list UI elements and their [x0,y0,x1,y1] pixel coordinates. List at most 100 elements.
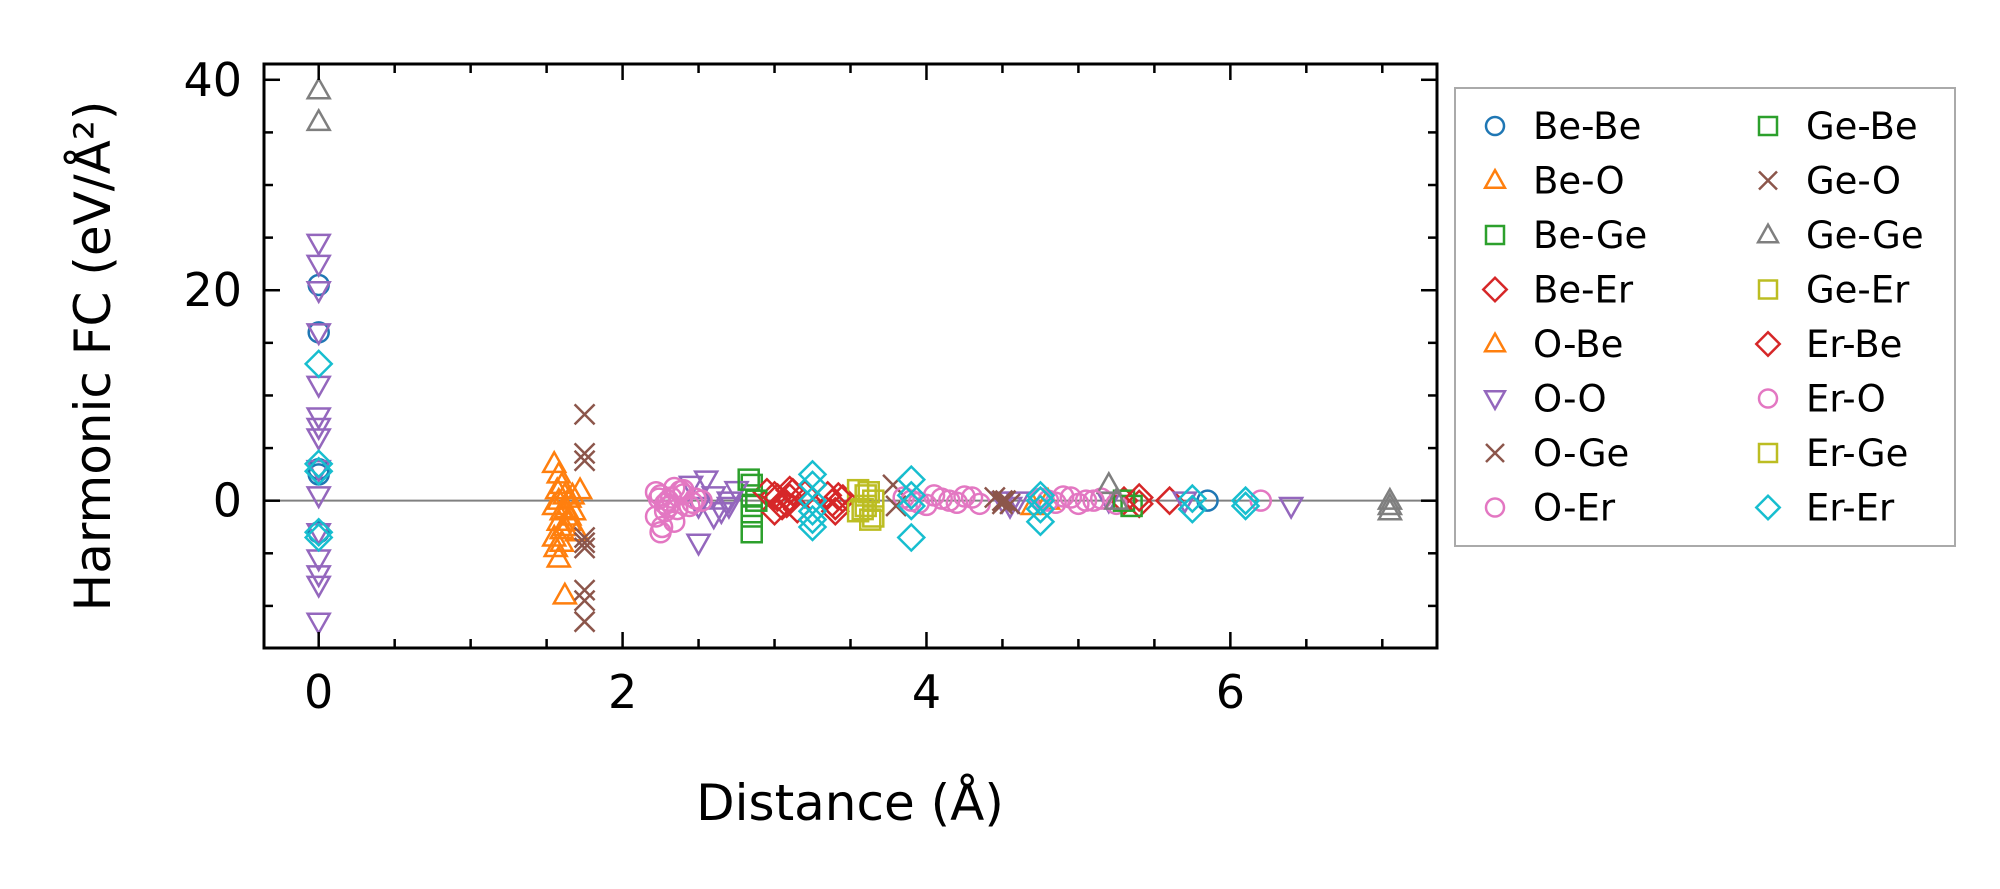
point-o-o [305,486,332,510]
point-be-be [307,273,330,297]
point-er-o [1067,492,1090,516]
legend-label: Be-Be [1533,105,1641,148]
point-ge-ge [1376,491,1404,516]
legend-entry-o-er: O-Er [1484,487,1616,530]
point-ge-ge [305,107,332,132]
point-be-ge [740,521,763,544]
point-o-be [556,484,583,508]
legend-marker [1757,279,1779,300]
point-er-be [762,482,793,513]
point-o-be [542,533,569,558]
point-o-o [305,280,332,305]
legend-marker [1485,443,1505,463]
point-er-er [1025,494,1056,524]
point-er-er [896,491,927,521]
series-er-er [303,349,1261,553]
point-be-ge [740,505,763,528]
legend-entry-be-be: Be-Be [1484,105,1641,148]
point-er-be [823,481,854,512]
series-ge-ge [305,76,1404,521]
point-er-er [303,449,334,479]
point-er-er [1025,485,1056,516]
point-er-er [896,480,927,511]
point-ge-ge [305,76,332,100]
point-ge-be [1112,489,1136,512]
point-er-er [1230,491,1261,521]
point-er-er [303,517,334,548]
point-er-er [896,522,927,553]
legend-marker [1484,224,1506,246]
legend-label: Ge-Ge [1806,214,1924,257]
legend-label: O-O [1533,378,1607,421]
x-tick-label: 6 [1216,665,1245,719]
legend-label: Ge-O [1806,160,1901,203]
point-er-er [1025,506,1056,537]
x-tick-label: 4 [912,665,941,719]
point-ge-o [994,489,1017,512]
point-o-o [677,475,705,499]
point-o-o [693,470,720,494]
legend-entry-o-be: O-Be [1482,323,1623,366]
point-o-o [305,375,332,399]
legend-marker [1484,115,1506,137]
point-o-ge [573,449,596,472]
point-er-ge [859,508,882,531]
legend-frame [1454,87,1956,547]
legend-label: O-Er [1533,487,1616,530]
legend: Be-Be Be-O Be-Ge Be-Er O-Be O-O O-Ge O-Er Ge-Be G… [1454,87,1956,547]
tick-labels: 0 2 4 6 0 20 40 [183,53,1245,719]
point-o-ge [573,579,596,602]
legend-label: Ge-Er [1806,269,1910,312]
legend-marker [1754,330,1782,358]
point-o-o [305,428,332,452]
point-o-o [305,254,332,278]
legend-entry-er-be: Er-Be [1754,323,1902,366]
point-o-o [305,612,332,636]
point-er-er [303,456,334,486]
points-layer [303,76,1404,636]
ticks-layer [264,64,1437,648]
point-er-o [945,491,969,515]
legend-entry-be-o: Be-O [1482,160,1625,203]
point-o-ge [573,531,596,554]
point-ge-ge [1376,486,1404,510]
x-tick-label: 0 [304,665,333,719]
x-tick-label: 2 [608,665,637,719]
point-er-o [900,489,923,512]
series-o-o [305,233,1305,636]
legend-entry-o-ge: O-Ge [1485,432,1629,475]
legend-marker [1758,170,1778,191]
legend-label: O-Ge [1533,432,1629,475]
y-tick-label: 0 [213,474,242,528]
point-o-ge [991,489,1014,512]
point-er-er [797,496,828,526]
legend-entry-er-er: Er-Er [1754,487,1895,530]
point-o-be [544,476,571,500]
point-er-o [662,476,686,500]
legend-label: Ge-Be [1806,105,1918,148]
legend-marker [1484,497,1506,518]
legend-marker [1757,442,1779,464]
point-o-o [305,323,332,347]
point-o-be [548,516,575,540]
point-er-er [303,522,334,553]
point-ge-be [1120,494,1143,518]
point-o-er [1249,489,1272,512]
point-er-be [1124,482,1154,513]
point-er-er [1230,485,1261,516]
legend-label: Er-O [1806,378,1886,421]
series-er-o [647,476,1105,539]
point-be-er [1154,485,1185,516]
legend-entry-ge-er: Ge-Er [1757,269,1910,312]
x-axis-label: Distance (Å) [696,774,1004,832]
point-er-er [303,349,334,379]
legend-marker [1757,115,1779,137]
legend-marker [1754,494,1782,521]
series-o-ge [573,403,1021,633]
point-be-o [560,497,588,521]
point-er-o [930,487,953,510]
point-ge-ge [1103,486,1130,510]
legend-label: Er-Be [1806,323,1902,366]
legend-entry-o-o: O-O [1482,378,1607,421]
point-er-o [1082,489,1105,512]
